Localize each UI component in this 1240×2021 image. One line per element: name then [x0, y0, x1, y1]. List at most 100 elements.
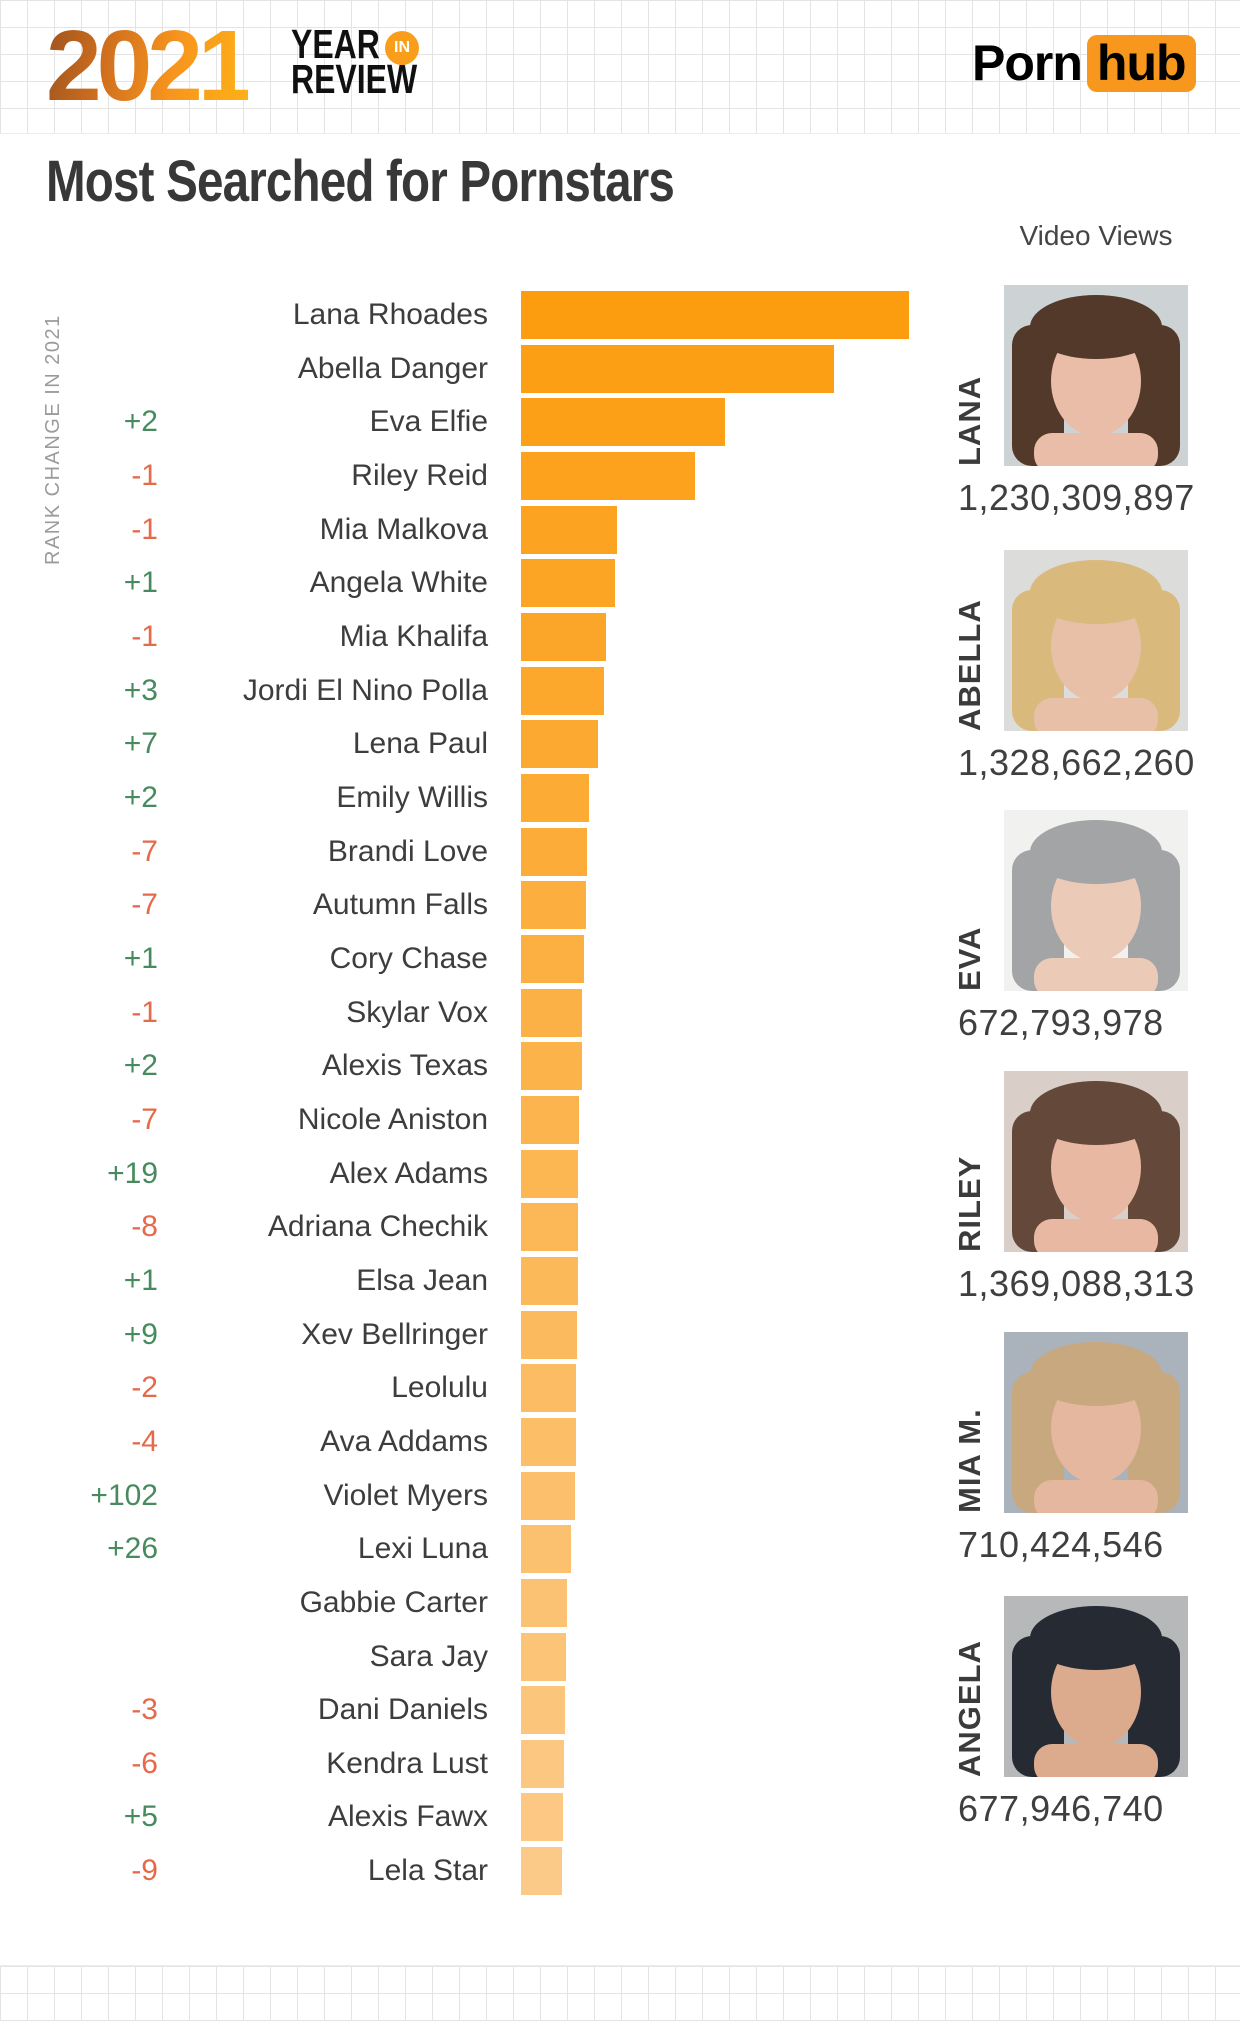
year-in-review-logo: YEAR REVIEW [291, 21, 418, 102]
search-volume-bar [521, 452, 695, 500]
search-volume-bar [521, 774, 589, 822]
rank-change-value: -7 [131, 835, 158, 868]
chart-row: -1 Mia Malkova [0, 506, 1240, 554]
chart-row: +1 Elsa Jean [0, 1257, 1240, 1305]
pornhub-logo-porn: Porn [972, 35, 1083, 91]
search-volume-bar [521, 1096, 579, 1144]
rank-change-value: +3 [123, 674, 158, 707]
pornstar-short-name: ANGELA [952, 1640, 987, 1777]
rank-change-value: -9 [131, 1854, 158, 1887]
rank-change-value: +19 [107, 1157, 158, 1190]
rank-change-value: -4 [131, 1425, 158, 1458]
search-volume-bar [521, 989, 582, 1037]
video-views-count: 1,369,088,313 [958, 1263, 1195, 1304]
search-volume-bar [521, 1793, 563, 1841]
year-word: YEAR [291, 21, 380, 67]
search-volume-bar [521, 1579, 567, 1627]
search-volume-bar [521, 1525, 571, 1573]
rank-change-value: -8 [131, 1210, 158, 1243]
search-volume-bar [521, 291, 909, 339]
pornstar-name-label: Xev Bellringer [301, 1318, 488, 1351]
video-views-count: 1,328,662,260 [958, 742, 1195, 783]
pornstar-name-label: Lexi Luna [357, 1532, 488, 1565]
chart-row: +9 Xev Bellringer [0, 1311, 1240, 1359]
portrait-placeholder-icon [1004, 1071, 1188, 1252]
header-grid-band: 2021 YEAR REVIEW IN Porn hub [0, 0, 1240, 134]
pornstar-name-label: Eva Elfie [369, 405, 488, 438]
pornstar-name-label: Lela Star [367, 1854, 488, 1887]
chart-row: Gabbie Carter [0, 1579, 1240, 1627]
video-views-count: 710,424,546 [958, 1524, 1164, 1565]
rank-change-value: -6 [131, 1747, 158, 1780]
pornstar-name-label: Autumn Falls [312, 888, 488, 921]
search-volume-bar [521, 559, 615, 607]
search-volume-bar [521, 1203, 578, 1251]
pornstar-name-label: Gabbie Carter [299, 1586, 488, 1619]
rank-change-value: +2 [123, 405, 158, 438]
chart-row: -2 Leolulu [0, 1364, 1240, 1412]
pornstar-name-label: Dani Daniels [317, 1693, 488, 1726]
search-volume-bar [521, 1311, 577, 1359]
search-volume-bar [521, 1847, 562, 1895]
pornhub-logo-hub: hub [1086, 34, 1196, 92]
pornstar-short-name: EVA [952, 926, 987, 991]
chart-row: Abella Danger [0, 345, 1240, 393]
pornstar-name-label: Elsa Jean [356, 1264, 488, 1297]
pornstar-name-label: Adriana Chechik [267, 1210, 488, 1243]
pornstar-name-label: Jordi El Nino Polla [242, 674, 488, 707]
rank-change-value: -1 [131, 459, 158, 492]
rank-change-value: +1 [123, 1264, 158, 1297]
search-volume-bar [521, 1150, 578, 1198]
pornstar-name-label: Alex Adams [329, 1157, 488, 1190]
pornstar-photo [1004, 550, 1188, 731]
search-volume-bar [521, 1042, 582, 1090]
chart-row: -7 Autumn Falls [0, 881, 1240, 929]
pornstar-name-label: Abella Danger [297, 352, 488, 385]
rank-change-value: +5 [123, 1800, 158, 1833]
footer-grid-band: PORNHUB.COM/INSIGHTS [0, 1965, 1240, 2021]
search-volume-bar [521, 1364, 576, 1412]
pornstar-name-label: Brandi Love [327, 835, 488, 868]
pornstar-name-label: Violet Myers [323, 1479, 488, 1512]
chart-row: -8 Adriana Chechik [0, 1203, 1240, 1251]
pornstar-name-label: Lana Rhoades [292, 298, 488, 331]
chart-row: +7 Lena Paul [0, 720, 1240, 768]
chart-row: -1 Mia Khalifa [0, 613, 1240, 661]
pornstar-name-label: Lena Paul [352, 727, 488, 760]
video-views-count: 677,946,740 [958, 1788, 1164, 1829]
rank-change-value: +9 [123, 1318, 158, 1351]
search-volume-bar [521, 881, 586, 929]
in-badge-icon: IN [385, 31, 419, 65]
video-views-count: 1,230,309,897 [958, 477, 1195, 518]
chart-row: -1 Skylar Vox [0, 989, 1240, 1037]
pornstar-short-name: LANA [952, 375, 987, 466]
rank-change-value: -7 [131, 888, 158, 921]
rank-change-value: -3 [131, 1693, 158, 1726]
search-volume-bar [521, 506, 617, 554]
review-word: REVIEW [291, 56, 418, 102]
search-volume-bar [521, 935, 584, 983]
pornstar-name-label: Mia Khalifa [339, 620, 488, 653]
portrait-placeholder-icon [1004, 1596, 1188, 1777]
chart-row: +2 Alexis Texas [0, 1042, 1240, 1090]
chart-row: -7 Brandi Love [0, 828, 1240, 876]
rank-change-value: -1 [131, 513, 158, 546]
pornstar-name-label: Alexis Fawx [327, 1800, 488, 1833]
pornstar-photo [1004, 285, 1188, 466]
search-volume-bar [521, 828, 587, 876]
rank-change-value: +2 [123, 781, 158, 814]
rank-change-value: +26 [107, 1532, 158, 1565]
pornstar-photo [1004, 1071, 1188, 1252]
search-volume-bar [521, 667, 604, 715]
search-volume-bar [521, 1633, 566, 1681]
rank-change-value: -7 [131, 1103, 158, 1136]
search-volume-bar [521, 1418, 576, 1466]
chart-row: +1 Angela White [0, 559, 1240, 607]
pornstar-short-name: MIA M. [952, 1408, 987, 1513]
pornstar-name-label: Ava Addams [320, 1425, 488, 1458]
search-volume-bar [521, 720, 598, 768]
pornstar-name-label: Sara Jay [369, 1640, 488, 1673]
chart-row: +5 Alexis Fawx [0, 1793, 1240, 1841]
video-views-header: Video Views [1019, 220, 1173, 251]
chart-row: +3 Jordi El Nino Polla [0, 667, 1240, 715]
